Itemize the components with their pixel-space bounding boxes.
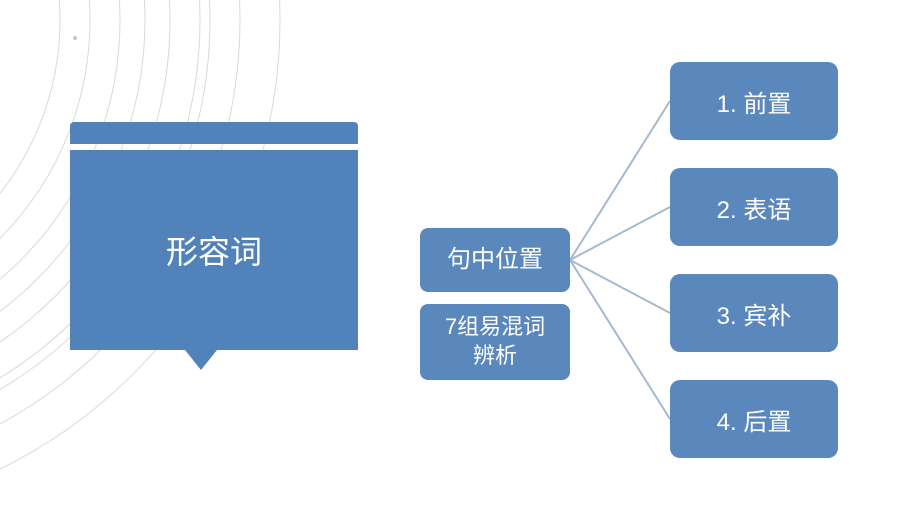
leaf-label: 2. 表语 [717,190,792,225]
main-box-body: 形容词 [70,150,358,350]
node-sentence-position: 句中位置 [420,228,570,292]
leaf-label: 4. 后置 [717,402,792,437]
main-topic-box: 形容词 [70,122,358,350]
leaf-biaoyu: 2. 表语 [670,168,838,246]
main-box-header [70,122,358,144]
node-confusable-words: 7组易混词 辨析 [420,304,570,380]
leaf-houzhi: 4. 后置 [670,380,838,458]
main-box-pointer [185,350,217,370]
leaf-binbu: 3. 宾补 [670,274,838,352]
leaf-label: 3. 宾补 [717,296,792,331]
leaf-qianzhi: 1. 前置 [670,62,838,140]
main-box-title: 形容词 [166,227,262,273]
node-label: 句中位置 [447,244,543,275]
node-label: 7组易混词 辨析 [445,313,545,370]
leaf-label: 1. 前置 [717,84,792,119]
